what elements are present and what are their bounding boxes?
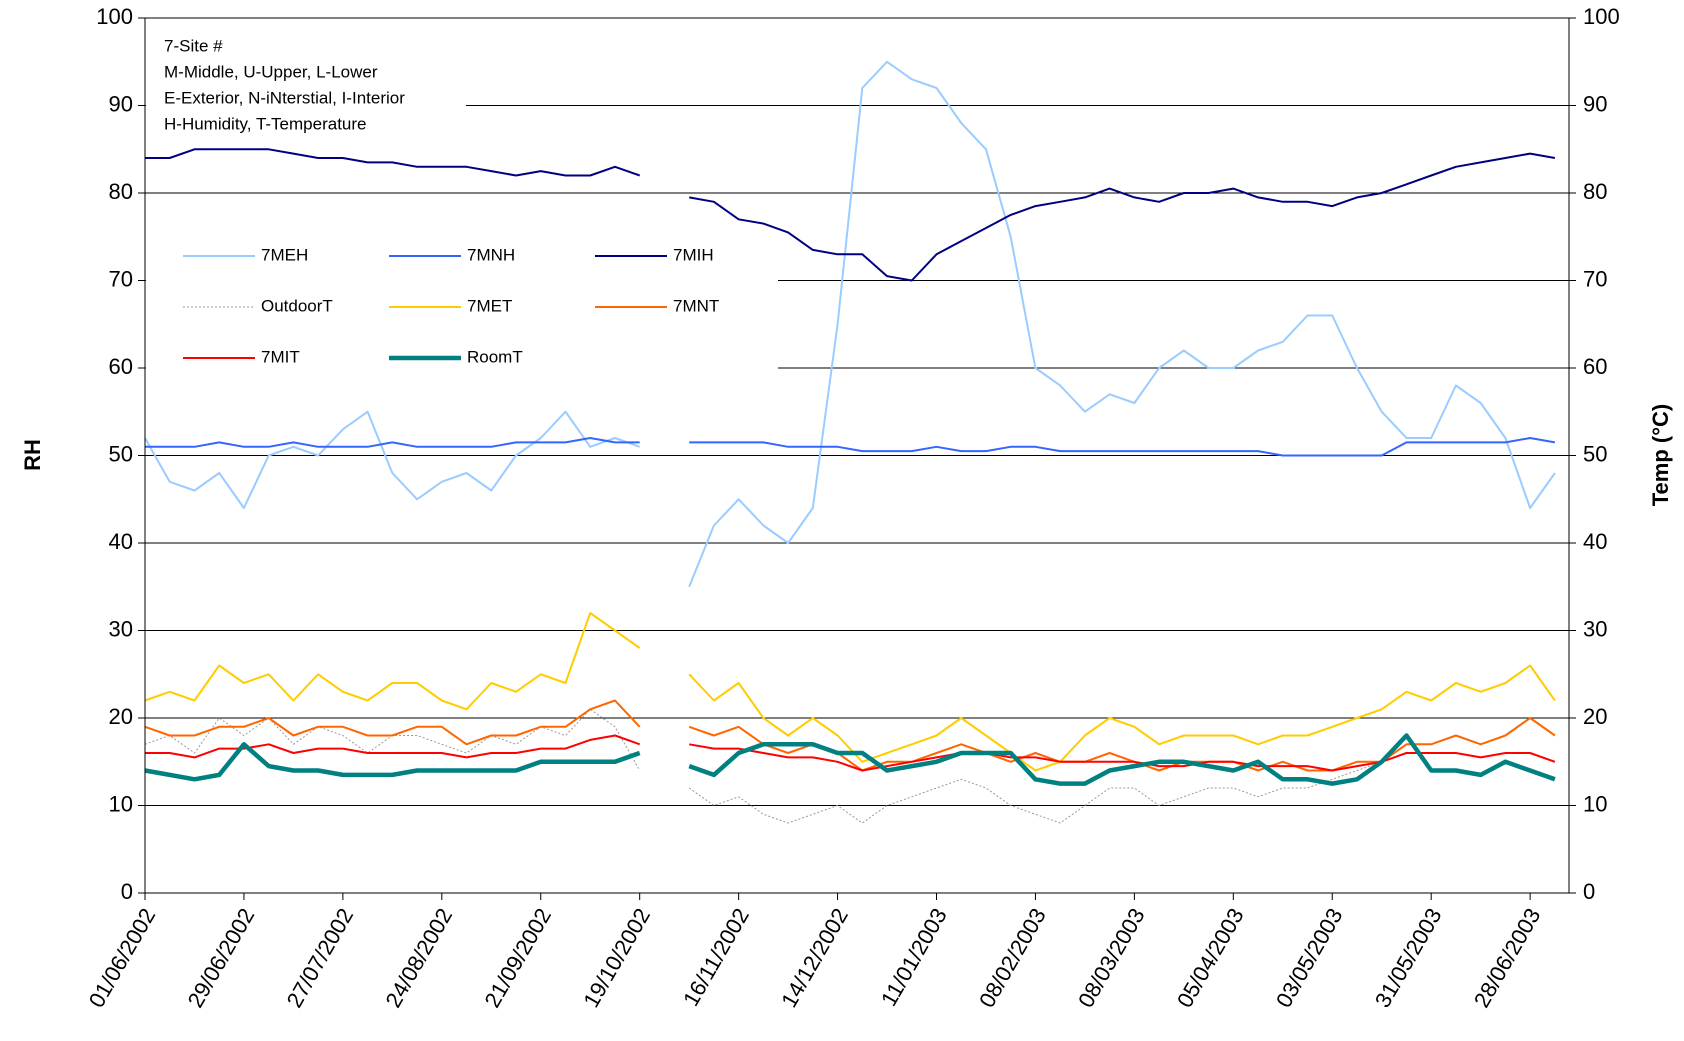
series-line bbox=[144, 612, 1556, 772]
y2-tick-label: 70 bbox=[1583, 266, 1607, 291]
y-tick-label: 0 bbox=[121, 879, 133, 904]
y2-axis-label: Temp (°C) bbox=[1648, 404, 1673, 507]
x-tick-label: 19/10/2002 bbox=[578, 904, 655, 1012]
x-tick-label: 08/03/2003 bbox=[1073, 904, 1150, 1012]
y-tick-label: 60 bbox=[109, 354, 133, 379]
legend-label: 7MNH bbox=[467, 245, 515, 264]
y-tick-label: 90 bbox=[109, 91, 133, 116]
y2-tick-label: 80 bbox=[1583, 179, 1607, 204]
annotation: E-Exterior, N-iNterstial, I-Interior bbox=[164, 88, 405, 107]
series-line bbox=[144, 699, 1556, 772]
y-tick-label: 20 bbox=[109, 704, 133, 729]
x-tick-label: 16/11/2002 bbox=[678, 904, 754, 1010]
legend-label: 7MEH bbox=[261, 245, 308, 264]
y-tick-label: 80 bbox=[109, 179, 133, 204]
x-tick-label: 21/09/2002 bbox=[479, 904, 556, 1012]
legend-label: 7MNT bbox=[673, 296, 719, 315]
legend-label: 7MIH bbox=[673, 245, 714, 264]
y2-tick-label: 100 bbox=[1583, 4, 1620, 29]
series-line bbox=[145, 148, 1556, 282]
y-tick-label: 100 bbox=[96, 4, 133, 29]
y2-tick-label: 40 bbox=[1583, 529, 1607, 554]
annotation: H-Humidity, T-Temperature bbox=[164, 114, 366, 133]
x-tick-label: 14/12/2002 bbox=[776, 904, 853, 1012]
x-tick-label: 11/01/2003 bbox=[876, 904, 952, 1010]
annotation: M-Middle, U-Upper, L-Lower bbox=[164, 62, 378, 81]
legend-box bbox=[146, 228, 778, 388]
legend-label: OutdoorT bbox=[261, 296, 333, 315]
series-line bbox=[145, 734, 1556, 772]
y-tick-label: 10 bbox=[109, 791, 133, 816]
x-tick-label: 29/06/2002 bbox=[183, 904, 260, 1012]
plot-frame bbox=[144, 17, 1570, 894]
y-tick-label: 50 bbox=[109, 441, 133, 466]
y2-tick-label: 60 bbox=[1583, 354, 1607, 379]
y2-tick-label: 90 bbox=[1583, 91, 1607, 116]
y-tick-label: 70 bbox=[109, 266, 133, 291]
x-tick-label: 31/05/2003 bbox=[1370, 904, 1447, 1012]
series-line bbox=[145, 437, 1556, 457]
y2-tick-label: 30 bbox=[1583, 616, 1607, 641]
annotation-box bbox=[146, 19, 466, 144]
y2-tick-label: 50 bbox=[1583, 441, 1607, 466]
y-tick-label: 40 bbox=[109, 529, 133, 554]
legend-label: RoomT bbox=[467, 347, 523, 366]
y2-tick-label: 10 bbox=[1583, 791, 1607, 816]
series-line bbox=[144, 60, 1556, 588]
y-axis-label: RH bbox=[20, 439, 45, 471]
y2-tick-label: 20 bbox=[1583, 704, 1607, 729]
legend-label: 7MET bbox=[467, 296, 512, 315]
x-tick-label: 08/02/2003 bbox=[974, 904, 1051, 1012]
x-tick-label: 01/06/2002 bbox=[84, 904, 161, 1012]
x-tick-label: 28/06/2003 bbox=[1469, 904, 1546, 1012]
legend-label: 7MIT bbox=[261, 347, 300, 366]
x-tick-label: 27/07/2002 bbox=[282, 904, 359, 1012]
x-tick-label: 24/08/2002 bbox=[380, 904, 457, 1012]
annotation: 7-Site # bbox=[164, 36, 223, 55]
x-tick-label: 05/04/2003 bbox=[1172, 904, 1249, 1012]
y2-tick-label: 0 bbox=[1583, 879, 1595, 904]
y-tick-label: 30 bbox=[109, 616, 133, 641]
series-line bbox=[144, 733, 1556, 786]
x-tick-label: 03/05/2003 bbox=[1271, 904, 1348, 1012]
